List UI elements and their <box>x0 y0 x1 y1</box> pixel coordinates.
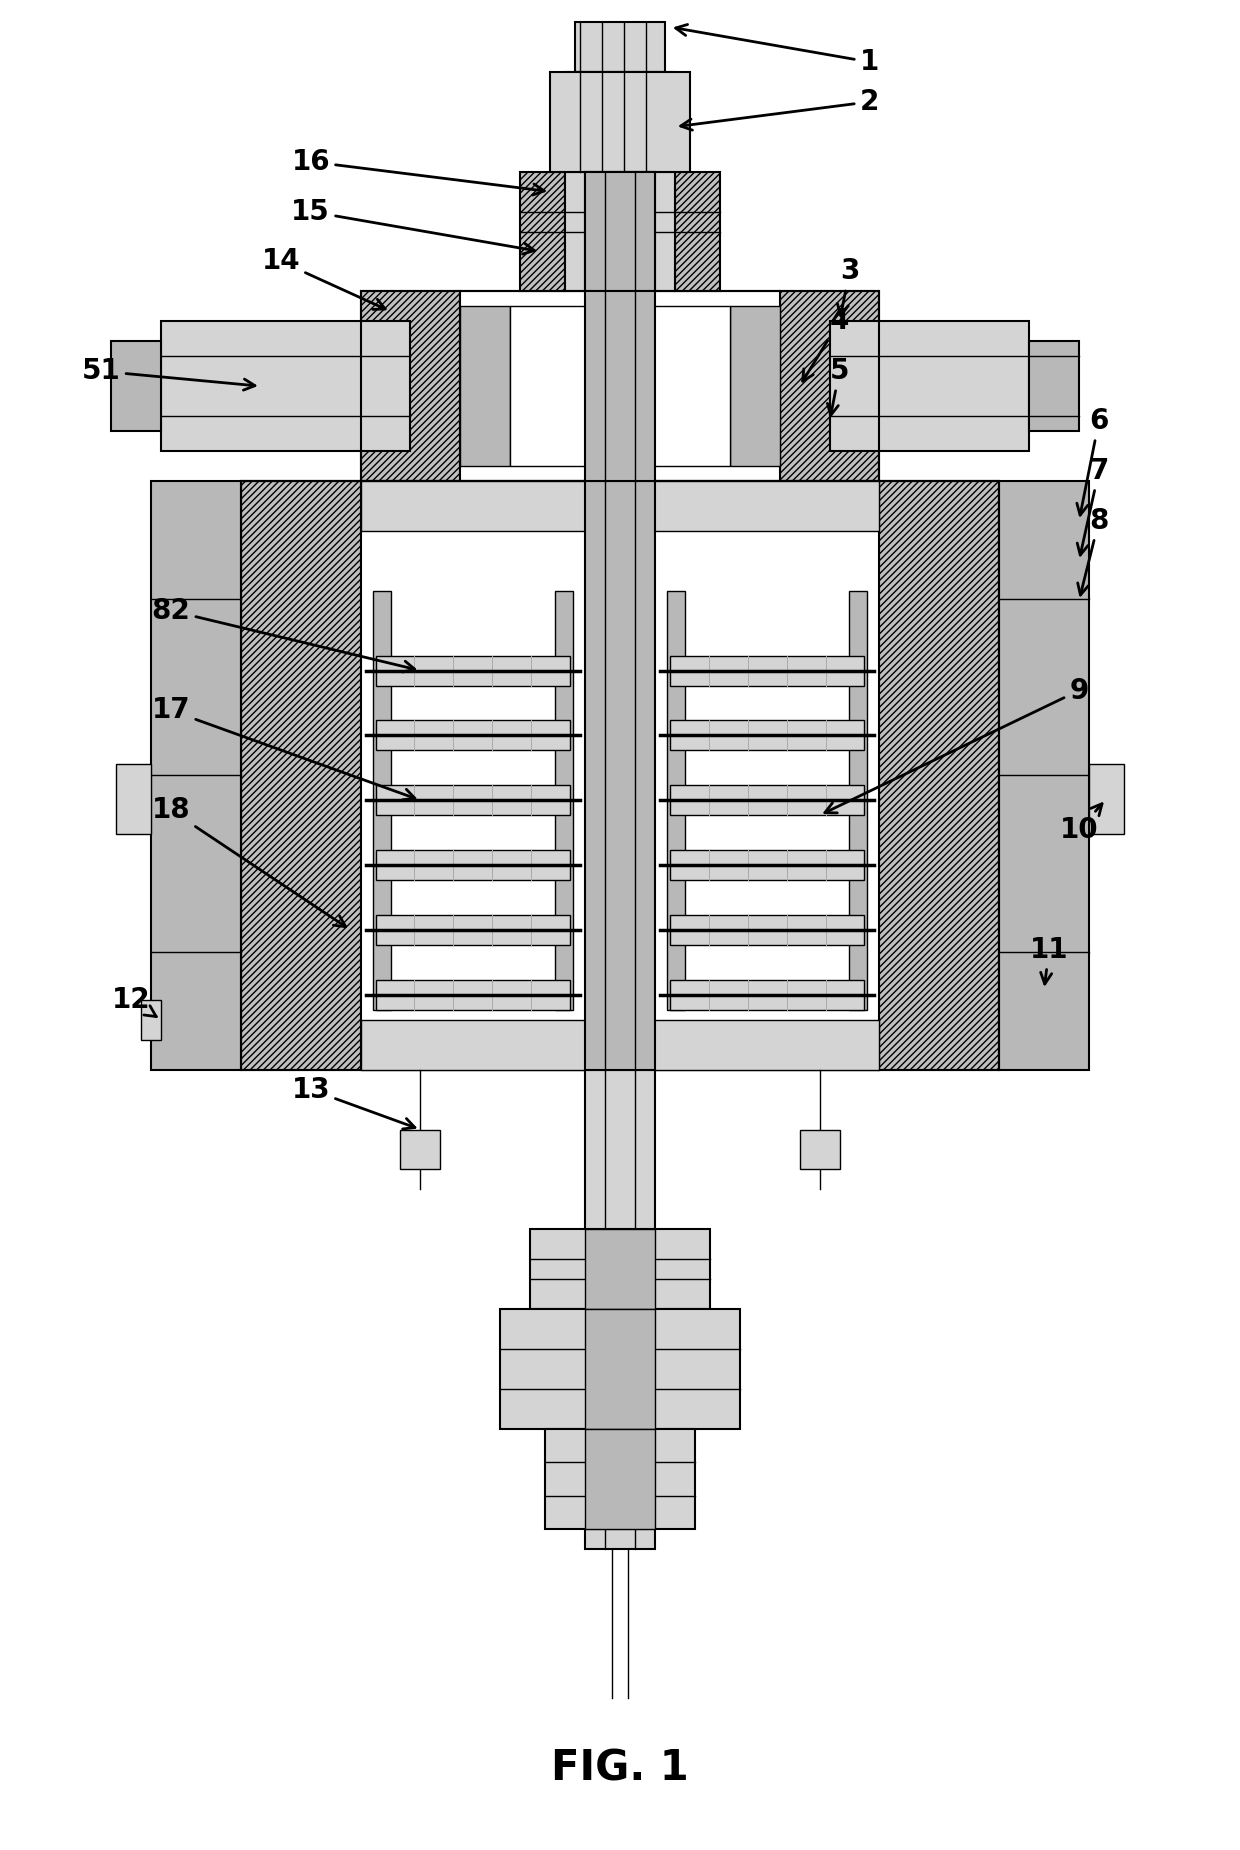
Bar <box>117 764 151 834</box>
Bar <box>585 1228 655 1310</box>
Bar <box>361 1019 879 1069</box>
Bar <box>376 655 570 686</box>
Bar <box>556 590 573 1010</box>
Bar <box>565 172 675 292</box>
Bar <box>585 1069 655 1548</box>
Bar <box>401 1130 440 1169</box>
Bar <box>241 481 361 1069</box>
Bar <box>376 916 570 945</box>
Bar <box>361 481 879 1069</box>
Bar <box>670 784 864 816</box>
Bar <box>585 292 655 481</box>
Bar <box>546 1428 694 1528</box>
Text: 15: 15 <box>291 198 534 253</box>
Bar <box>500 1310 740 1428</box>
Bar <box>780 292 879 481</box>
Bar <box>112 340 161 431</box>
Bar <box>585 1428 655 1528</box>
Bar <box>667 590 684 1010</box>
Text: 82: 82 <box>151 598 414 672</box>
Bar <box>730 307 780 466</box>
Bar <box>585 172 655 292</box>
Bar <box>551 72 689 172</box>
Text: 6: 6 <box>1076 407 1109 514</box>
Text: 5: 5 <box>827 357 849 416</box>
Bar <box>800 1130 839 1169</box>
Bar <box>585 172 655 292</box>
Bar <box>521 172 565 292</box>
Bar <box>879 481 999 1069</box>
Bar <box>361 481 879 531</box>
Bar <box>585 481 655 1069</box>
Bar <box>999 481 1089 1069</box>
Text: FIG. 1: FIG. 1 <box>551 1746 689 1789</box>
Bar <box>565 72 675 102</box>
Bar <box>1089 764 1123 834</box>
Text: 1: 1 <box>676 24 879 76</box>
Bar <box>531 1228 709 1310</box>
Bar <box>585 1310 655 1428</box>
Bar <box>460 307 510 466</box>
Text: 7: 7 <box>1078 457 1109 555</box>
Bar <box>241 481 999 1069</box>
Bar <box>675 172 719 292</box>
Bar <box>510 307 730 466</box>
Text: 16: 16 <box>291 148 544 194</box>
Text: 10: 10 <box>1060 803 1102 844</box>
Bar <box>376 784 570 816</box>
Text: 2: 2 <box>681 87 879 130</box>
Bar <box>849 590 868 1010</box>
Bar <box>670 916 864 945</box>
Text: 8: 8 <box>1078 507 1109 596</box>
Text: 4: 4 <box>802 307 849 381</box>
Bar <box>1029 340 1079 431</box>
Text: 9: 9 <box>825 677 1089 812</box>
Text: 12: 12 <box>112 986 156 1018</box>
Text: 13: 13 <box>291 1075 415 1128</box>
Bar <box>151 481 241 1069</box>
Bar <box>670 851 864 881</box>
Bar <box>372 590 391 1010</box>
Text: 3: 3 <box>837 257 859 316</box>
Bar <box>376 720 570 751</box>
Text: 14: 14 <box>262 248 386 309</box>
Text: 51: 51 <box>82 357 255 390</box>
Bar <box>376 851 570 881</box>
Bar <box>670 655 864 686</box>
Bar <box>830 322 1029 451</box>
Text: 17: 17 <box>151 696 415 799</box>
Bar <box>361 292 460 481</box>
Bar <box>361 292 879 481</box>
Bar <box>161 322 410 451</box>
Text: 11: 11 <box>1029 936 1069 984</box>
Bar <box>460 292 780 481</box>
Bar <box>141 999 161 1040</box>
Bar <box>376 980 570 1010</box>
Bar <box>670 720 864 751</box>
Text: 18: 18 <box>151 796 346 927</box>
Bar <box>575 22 665 72</box>
Bar <box>670 980 864 1010</box>
